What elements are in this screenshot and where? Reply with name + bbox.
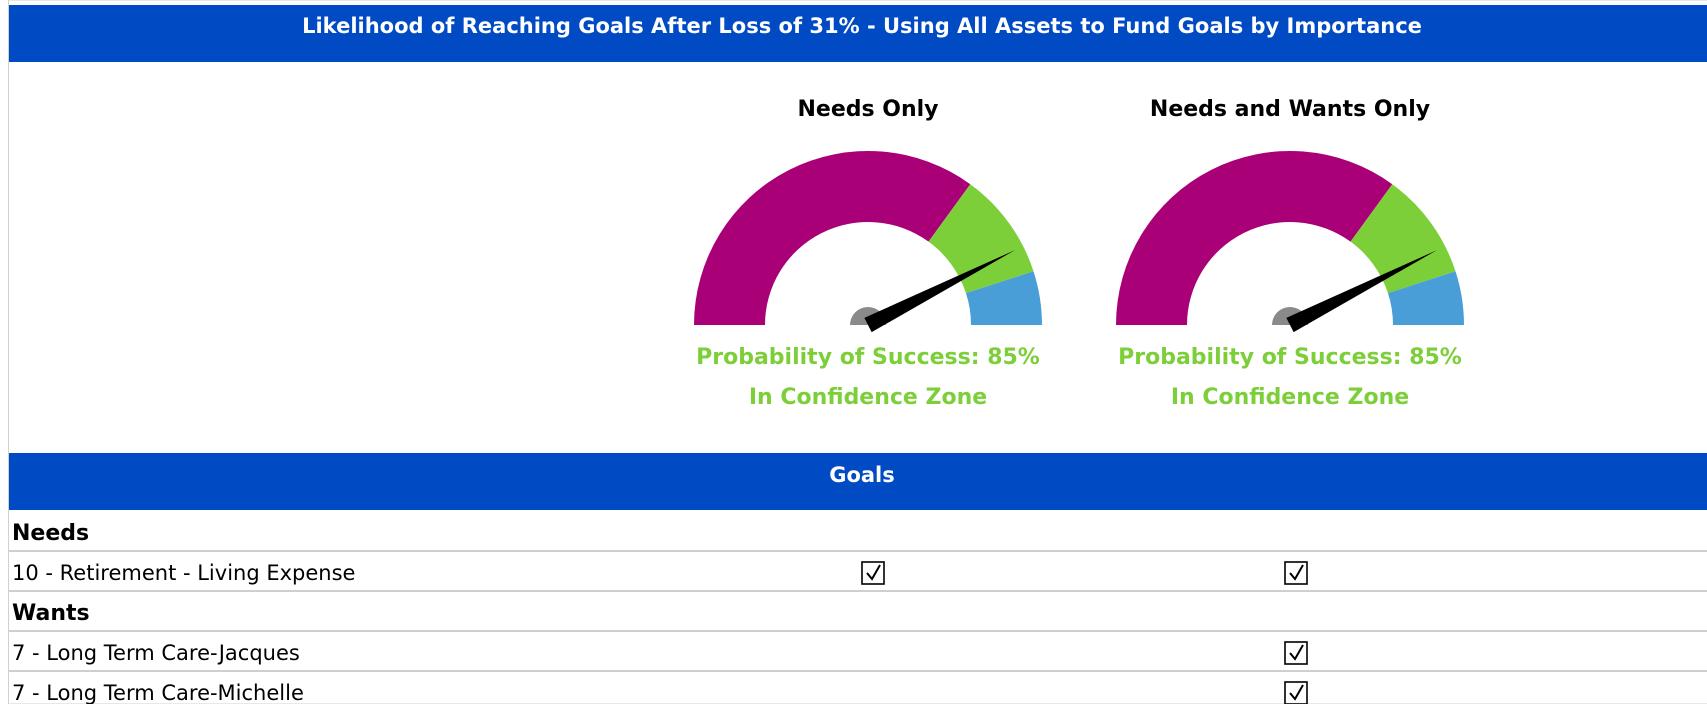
- goal-label: 7 - Long Term Care-Michelle: [12, 681, 304, 704]
- checkmark: [1289, 684, 1304, 701]
- success-label: Probability of Success: 85%: [696, 345, 1040, 370]
- zone-label: In Confidence Zone: [749, 385, 987, 410]
- goals-title: Goals: [829, 463, 895, 487]
- checkmark: [866, 564, 881, 581]
- goal-label: 10 - Retirement - Living Expense: [12, 561, 355, 585]
- frame: [8, 0, 1707, 704]
- checkmark: [1289, 564, 1304, 581]
- gauge-zone: [1387, 271, 1464, 325]
- goals-bar: [9, 453, 1707, 510]
- zone-label: In Confidence Zone: [1171, 385, 1409, 410]
- header-bar: [9, 5, 1707, 62]
- gauge-title: Needs Only: [797, 97, 938, 122]
- gauge-zone: [1350, 184, 1456, 294]
- checkbox: [1284, 681, 1308, 704]
- gauge-zone: [1116, 151, 1393, 325]
- checkbox: [1284, 641, 1308, 665]
- group-label: Wants: [12, 601, 90, 626]
- gauge-zone: [965, 271, 1042, 325]
- checkbox: [1284, 561, 1308, 585]
- gauge-needle: [864, 250, 1016, 333]
- gauge-title: Needs and Wants Only: [1150, 97, 1430, 122]
- gauge-zone: [928, 184, 1034, 294]
- header-title: Likelihood of Reaching Goals After Loss …: [302, 14, 1422, 38]
- gauge-zone: [694, 151, 971, 325]
- goal-label: 7 - Long Term Care-Jacques: [12, 641, 300, 665]
- group-label: Needs: [12, 521, 89, 546]
- checkbox: [861, 561, 885, 585]
- checkmark: [1289, 644, 1304, 661]
- success-label: Probability of Success: 85%: [1118, 345, 1462, 370]
- gauge-needle: [1286, 250, 1438, 333]
